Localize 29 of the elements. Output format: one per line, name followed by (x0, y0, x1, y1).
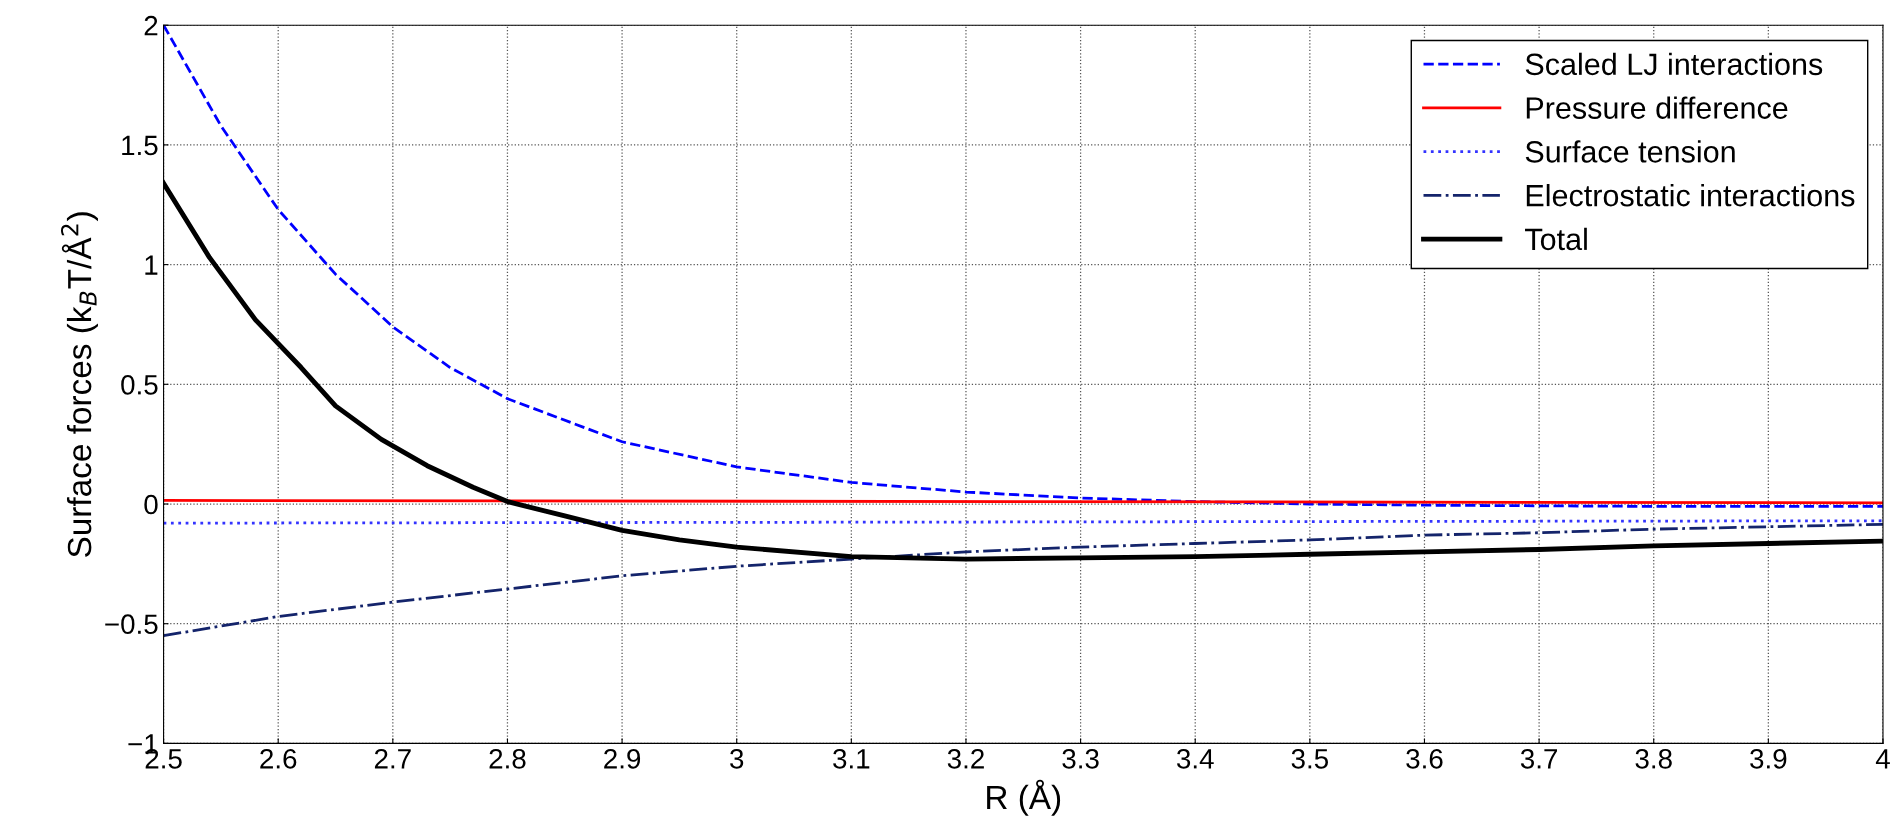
x-tick-label: 3.5 (1291, 748, 1328, 769)
x-tick-label: 2.7 (374, 748, 411, 769)
legend-label: Electrostatic interactions (1526, 183, 1855, 207)
x-tick-label: 3 (730, 748, 744, 769)
y-tick-label: 0 (144, 494, 158, 515)
x-tick-label: 3.7 (1520, 748, 1558, 769)
y-tick-label: −0.5 (105, 614, 158, 635)
x-tick-label: 2.6 (260, 748, 297, 769)
x-tick-label: 4 (1875, 749, 1890, 769)
x-tick-label: 3.3 (1062, 748, 1099, 769)
x-tick-label: 2.8 (489, 748, 526, 769)
legend-label: Pressure difference (1526, 96, 1788, 119)
y-tick-label: 2 (144, 15, 158, 36)
y-tick-label: 1 (145, 255, 158, 275)
line-series (163, 522, 1883, 638)
legend-label: Scaled LJ interactions (1525, 52, 1823, 76)
legend-label: Total (1525, 227, 1587, 251)
x-tick-label: 3.1 (833, 748, 870, 769)
x-axis-title: R (Å) (987, 779, 1061, 816)
legend-label: Surface tension (1525, 140, 1735, 163)
x-tick-label: 3.2 (947, 748, 984, 769)
y-tick-label: 0.5 (121, 374, 158, 395)
y-tick-label: 1.5 (122, 135, 158, 156)
x-tick-label: 2.9 (604, 748, 641, 769)
x-tick-label: 3.6 (1406, 748, 1443, 769)
x-tick-label: 3.8 (1635, 748, 1672, 769)
x-tick-label: 3.9 (1750, 748, 1787, 769)
x-tick-label: 3.4 (1176, 748, 1214, 769)
y-axis-title: Surface forces (k$_{B}$T/Å$^{2}$) (60, 212, 98, 557)
